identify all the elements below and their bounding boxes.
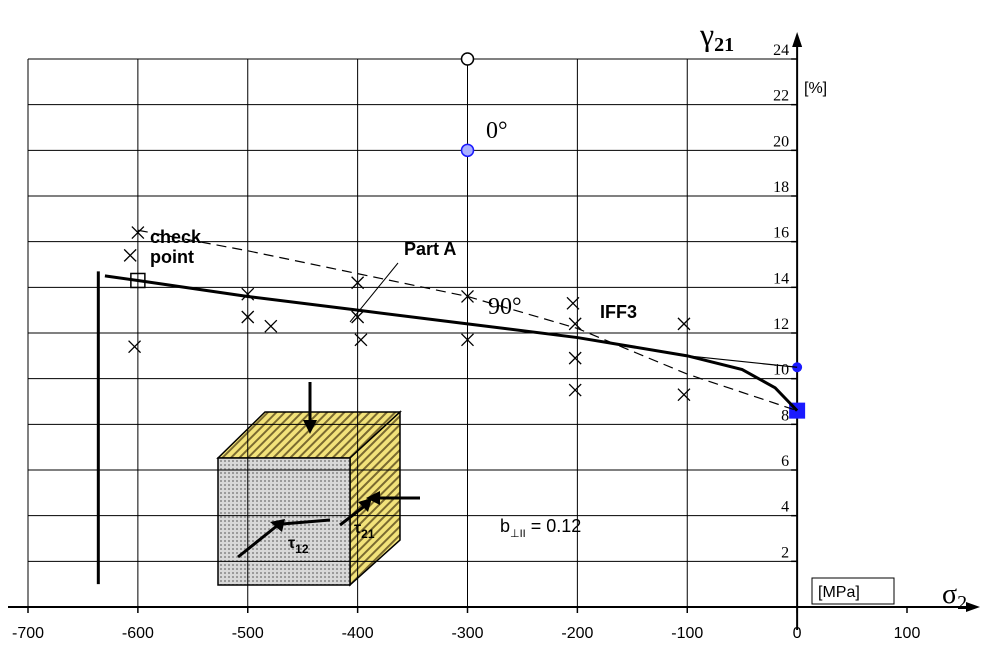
cross-marker (568, 383, 582, 397)
annotation: check (150, 227, 202, 247)
curve (104, 274, 799, 412)
y-tick-label: 2 (781, 544, 789, 561)
cross-marker (568, 317, 582, 331)
y-axis-arrow (792, 32, 803, 47)
annotation: Part A (404, 239, 456, 259)
cross-marker (264, 319, 278, 333)
cross-marker (677, 388, 691, 402)
y-tick-label: 20 (773, 133, 789, 150)
param-main: b (500, 516, 510, 536)
cross-marker (677, 317, 691, 331)
cross-marker (241, 310, 255, 324)
y-axis-label: γ21 (699, 16, 734, 56)
cross-marker (568, 351, 582, 365)
x-tick-label: -700 (12, 625, 44, 642)
circle-marker (460, 52, 475, 66)
circle-marker (460, 143, 475, 158)
x-tick-label: -200 (561, 625, 593, 642)
curve (687, 355, 798, 368)
y-unit: [%] (804, 80, 827, 97)
unit-box (811, 577, 895, 605)
cube-label: τ12 (288, 535, 309, 556)
param-sub: ⊥II (510, 528, 526, 540)
cube-illustration (216, 382, 700, 587)
tau: τ (288, 535, 295, 552)
x-tick-label: -300 (451, 625, 483, 642)
x-tick-label: 100 (894, 625, 921, 642)
x-tick-label: -400 (342, 625, 374, 642)
x-label-sub: 2 (957, 592, 967, 614)
y-tick-label: 14 (773, 270, 789, 287)
tau: τ (354, 520, 361, 537)
y-tick-label: 24 (773, 42, 789, 59)
tau-sub: 12 (295, 542, 309, 556)
cross-marker (131, 226, 145, 239)
cross-marker (351, 310, 365, 324)
cross-marker (566, 296, 580, 310)
cube-label: τ21 (354, 520, 375, 541)
cross-marker (123, 248, 137, 262)
annotation: 0° (486, 118, 508, 144)
parameter-label: b⊥II = 0.12 (500, 516, 581, 540)
annotation: 90° (488, 294, 522, 320)
y-label-sub: 21 (714, 34, 734, 56)
cross-marker (351, 276, 365, 290)
cross-marker (128, 340, 142, 354)
annotation: point (150, 247, 194, 267)
y-tick-label: 16 (773, 225, 789, 242)
x-label-main: σ (942, 579, 957, 610)
y-label-main: γ (699, 16, 714, 52)
x-tick-label: -500 (232, 625, 264, 642)
y-tick-label: 4 (781, 499, 789, 516)
param-value: = 0.12 (526, 516, 582, 536)
curve (137, 229, 798, 412)
x-tick-label: -100 (671, 625, 703, 642)
y-tick-label: 10 (773, 362, 789, 379)
y-tick-label: 6 (781, 453, 789, 470)
cross-marker (354, 333, 368, 347)
x-tick-label: 0 (793, 625, 802, 642)
annotation: IFF3 (600, 302, 637, 322)
x-tick-label: -600 (122, 625, 154, 642)
y-tick-label: 22 (773, 88, 789, 105)
cross-marker (461, 333, 474, 347)
y-tick-label: 8 (781, 407, 789, 424)
x-axis-arrow (966, 602, 980, 612)
x-axis-label: σ2 (942, 579, 967, 614)
y-tick-label: 18 (773, 179, 789, 196)
tau-sub: 21 (361, 527, 375, 541)
y-tick-label: 12 (773, 316, 789, 333)
x-unit: [MPa] (818, 584, 860, 601)
